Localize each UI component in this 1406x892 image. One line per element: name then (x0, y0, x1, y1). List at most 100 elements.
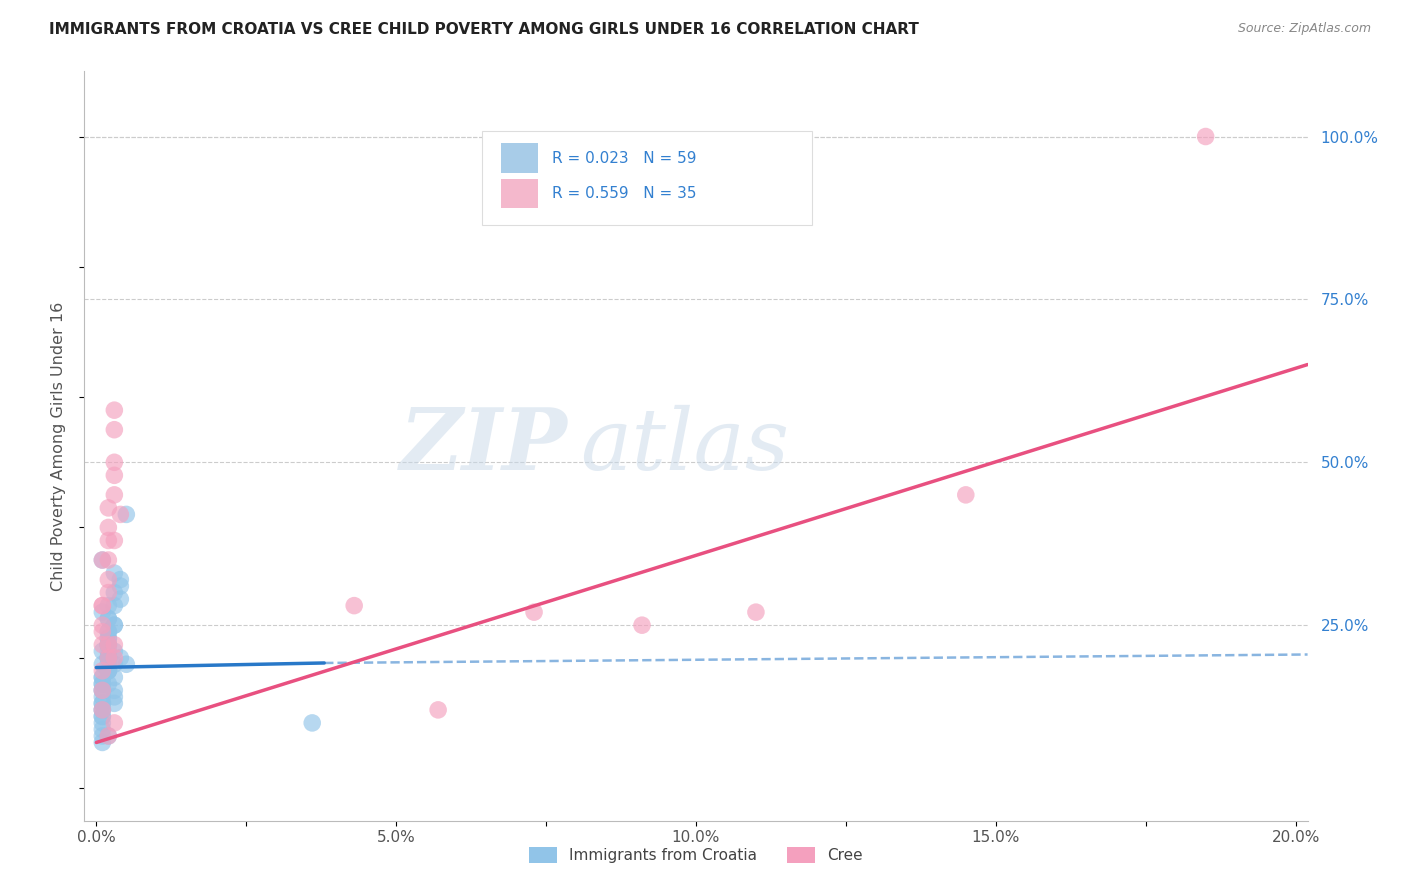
Point (97, 631, 120, 645)
Point (97, 631, 120, 645)
Point (91, 735, 114, 749)
Text: R = 0.023   N = 59: R = 0.023 N = 59 (551, 151, 696, 166)
Point (91, 618, 114, 632)
Point (91, 697, 114, 711)
Point (97, 644, 120, 658)
Point (1195, 129, 1218, 144)
Point (103, 455, 125, 469)
Point (110, 650, 132, 665)
Point (110, 592, 132, 607)
FancyBboxPatch shape (502, 144, 538, 173)
Point (97, 599, 120, 613)
Point (91, 670, 114, 684)
Point (103, 488, 125, 502)
Point (91, 670, 114, 684)
Point (427, 703, 450, 717)
Point (103, 566, 125, 580)
Point (91, 723, 114, 737)
Text: R = 0.559   N = 35: R = 0.559 N = 35 (551, 186, 696, 201)
Point (103, 618, 125, 632)
Point (103, 715, 125, 730)
Point (91, 605, 114, 619)
Point (97, 612, 120, 626)
Point (97, 624, 120, 639)
Legend: Immigrants from Croatia, Cree: Immigrants from Croatia, Cree (523, 841, 869, 869)
Point (91, 715, 114, 730)
Point (103, 670, 125, 684)
Point (745, 605, 768, 619)
Point (103, 585, 125, 599)
Point (91, 703, 114, 717)
Point (97, 650, 120, 665)
Text: IMMIGRANTS FROM CROATIA VS CREE CHILD POVERTY AMONG GIRLS UNDER 16 CORRELATION C: IMMIGRANTS FROM CROATIA VS CREE CHILD PO… (49, 22, 920, 37)
Point (97, 664, 120, 678)
Point (301, 715, 323, 730)
Text: atlas: atlas (579, 405, 789, 487)
Point (91, 638, 114, 652)
Point (91, 664, 114, 678)
Point (343, 599, 366, 613)
Point (91, 677, 114, 691)
Point (103, 423, 125, 437)
Point (97, 677, 120, 691)
Point (91, 697, 114, 711)
Point (97, 520, 120, 534)
Point (97, 664, 120, 678)
Y-axis label: Child Poverty Among Girls Under 16: Child Poverty Among Girls Under 16 (51, 301, 66, 591)
Point (103, 403, 125, 417)
Point (103, 644, 125, 658)
Point (103, 657, 125, 672)
Point (91, 644, 114, 658)
Point (955, 488, 977, 502)
Point (91, 703, 114, 717)
Point (115, 508, 138, 522)
Point (97, 650, 120, 665)
Point (103, 690, 125, 704)
Point (91, 703, 114, 717)
Point (91, 657, 114, 672)
Point (110, 508, 132, 522)
Point (97, 664, 120, 678)
Text: Source: ZipAtlas.com: Source: ZipAtlas.com (1237, 22, 1371, 36)
Point (97, 612, 120, 626)
Point (91, 553, 114, 567)
Point (103, 697, 125, 711)
Point (97, 729, 120, 743)
Point (97, 624, 120, 639)
Point (91, 709, 114, 723)
Point (97, 638, 120, 652)
Point (91, 690, 114, 704)
FancyBboxPatch shape (502, 178, 538, 209)
Point (103, 650, 125, 665)
Point (103, 533, 125, 548)
Point (97, 650, 120, 665)
Point (97, 573, 120, 587)
Point (91, 683, 114, 698)
Point (97, 500, 120, 515)
Point (97, 533, 120, 548)
Point (91, 683, 114, 698)
Point (110, 579, 132, 593)
Point (103, 618, 125, 632)
Point (97, 638, 120, 652)
Point (523, 605, 546, 619)
Point (97, 657, 120, 672)
Point (103, 599, 125, 613)
Point (110, 573, 132, 587)
Point (91, 624, 114, 639)
Point (91, 683, 114, 698)
Point (115, 657, 138, 672)
Point (97, 585, 120, 599)
Point (631, 618, 654, 632)
Point (103, 683, 125, 698)
Point (97, 638, 120, 652)
Point (91, 599, 114, 613)
Point (97, 553, 120, 567)
Text: ZIP: ZIP (399, 404, 568, 488)
Point (103, 468, 125, 483)
Point (97, 650, 120, 665)
Point (103, 638, 125, 652)
Point (91, 729, 114, 743)
Point (91, 599, 114, 613)
FancyBboxPatch shape (482, 131, 813, 225)
